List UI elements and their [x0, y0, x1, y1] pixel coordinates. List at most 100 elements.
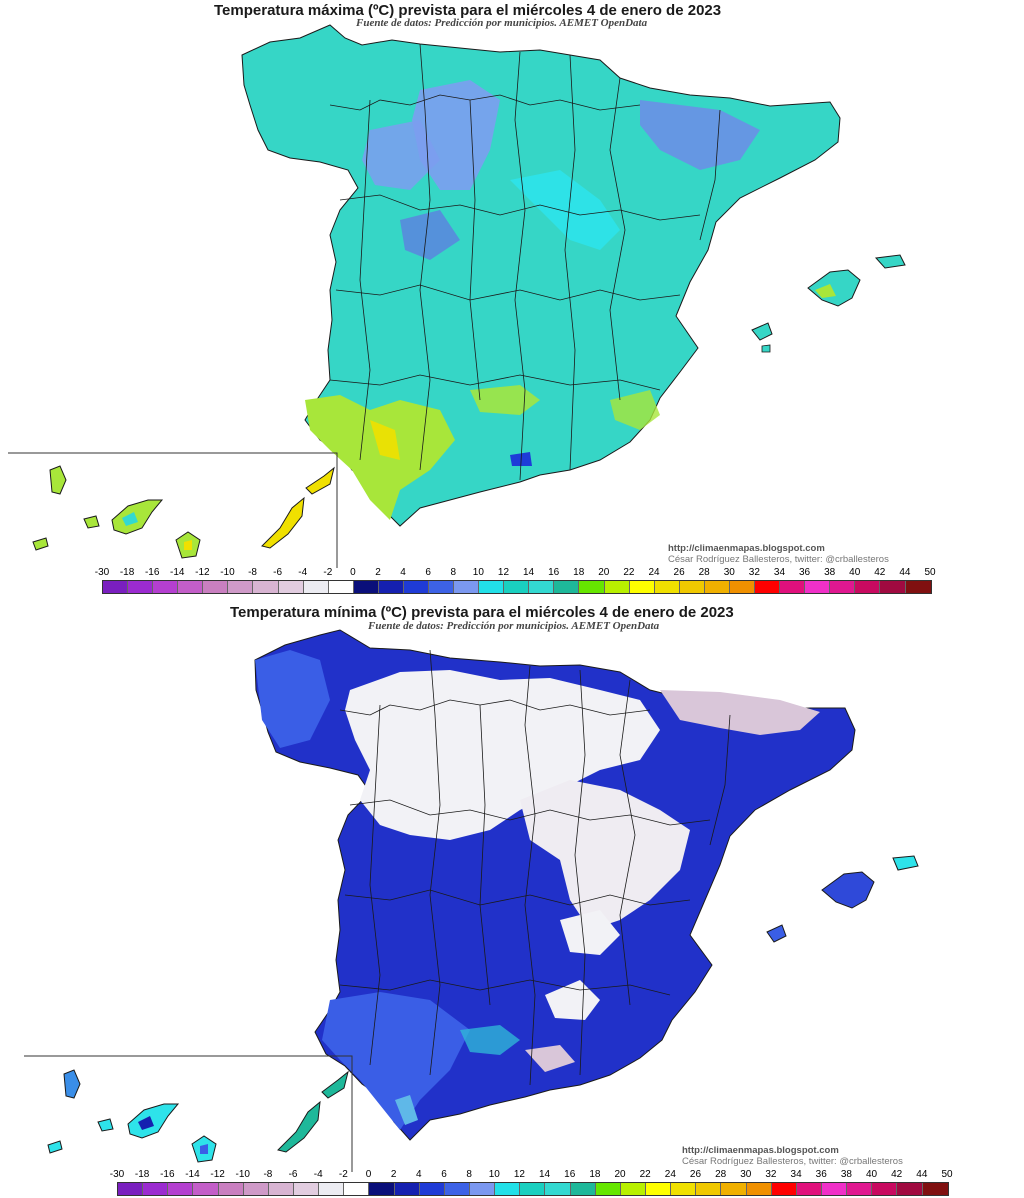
map-title: Temperatura máxima (ºC) prevista para el… — [214, 2, 722, 19]
legend-swatch — [545, 1183, 571, 1195]
legend-label: 6 — [441, 1169, 447, 1180]
legend-swatch — [595, 1183, 621, 1195]
legend-label: -12 — [195, 567, 210, 578]
legend-label: -8 — [263, 1169, 273, 1180]
legend-swatch — [495, 1183, 521, 1195]
legend-swatch — [344, 1183, 370, 1195]
legend-label: -2 — [338, 1169, 348, 1180]
legend-label: 38 — [840, 1169, 852, 1180]
legend-swatch — [429, 581, 455, 593]
mallorca-shape — [821, 871, 875, 909]
legend-swatch — [303, 581, 329, 593]
canary-inset-frame — [8, 452, 338, 568]
legend-swatch — [143, 1183, 169, 1195]
legend-label: -14 — [185, 1169, 200, 1180]
legend-label: 20 — [598, 567, 610, 578]
el-hierro-shape — [32, 537, 49, 551]
legend-label: -14 — [170, 567, 185, 578]
legend-label: 24 — [648, 567, 660, 578]
legend-label: 6 — [425, 567, 431, 578]
legend-swatch — [218, 1183, 244, 1195]
legend-swatch — [353, 581, 379, 593]
fuerteventura-shape — [277, 1100, 321, 1153]
legend-label: 40 — [865, 1169, 878, 1180]
map-source: Fuente de datos: Predicción por municipi… — [368, 620, 660, 632]
legend-label: 18 — [573, 567, 585, 578]
legend-label: 50 — [941, 1169, 953, 1180]
legend-swatch — [444, 1183, 470, 1195]
legend-label: 36 — [815, 1169, 827, 1180]
legend-label: -8 — [248, 567, 257, 578]
legend-label: -30 — [94, 567, 110, 578]
legend-label: 16 — [564, 1169, 576, 1180]
legend-label: -4 — [313, 1169, 323, 1180]
legend-swatch — [168, 1183, 194, 1195]
legend-swatch — [805, 581, 831, 593]
legend-swatch — [479, 581, 505, 593]
legend-label: -30 — [109, 1169, 125, 1180]
legend-swatch — [504, 581, 530, 593]
legend-label: -10 — [235, 1169, 250, 1180]
legend-swatch — [328, 581, 354, 593]
legend-swatch — [378, 581, 404, 593]
legend-swatch — [897, 1183, 923, 1195]
la-palma-shape — [63, 1069, 81, 1099]
legend-swatch — [178, 581, 204, 593]
canary-inset-frame — [24, 1055, 353, 1172]
legend-swatch — [193, 1183, 219, 1195]
legend-swatch — [821, 1183, 848, 1195]
legend-label: 12 — [513, 1169, 525, 1180]
legend-swatch — [604, 581, 630, 593]
legend-swatch — [755, 581, 781, 593]
legend-label: 30 — [723, 567, 735, 578]
legend-label: 26 — [689, 1169, 702, 1180]
min-temperature-panel: Temperatura mínima (ºC) prevista para el… — [0, 600, 1024, 1198]
legend-label: 38 — [824, 567, 836, 578]
la-gomera-shape — [83, 515, 100, 529]
menorca-shape — [874, 254, 906, 269]
credit-url: http://climaenmapas.blogspot.com — [682, 1145, 839, 1156]
legend-swatch — [729, 581, 756, 593]
legend-label: -18 — [119, 567, 135, 578]
legend-swatch — [554, 581, 580, 593]
legend-label: 22 — [623, 567, 635, 578]
credit-author: César Rodríguez Ballesteros, twitter: @c… — [682, 1156, 903, 1167]
map-source: Fuente de datos: Predicción por municipi… — [356, 17, 648, 29]
legend-label: 8 — [450, 567, 457, 578]
legend-label: 42 — [891, 1169, 903, 1180]
legend-label: -16 — [144, 567, 160, 578]
legend-swatch — [369, 1183, 395, 1195]
legend-label: 36 — [798, 567, 811, 578]
legend-swatch — [268, 1183, 294, 1195]
legend-label: 0 — [365, 1169, 372, 1180]
legend-label: 22 — [639, 1169, 651, 1180]
legend-swatch — [780, 581, 806, 593]
legend-label: 34 — [790, 1169, 802, 1180]
map-title: Temperatura mínima (ºC) prevista para el… — [230, 604, 734, 621]
legend-swatch — [579, 581, 605, 593]
legend-swatch — [228, 581, 254, 593]
legend-label: -6 — [288, 1169, 298, 1180]
fuerteventura-shape — [261, 496, 305, 549]
legend-swatch — [679, 581, 705, 593]
legend-label: 30 — [740, 1169, 752, 1180]
legend-label: 32 — [765, 1169, 777, 1180]
legend-swatch — [253, 581, 279, 593]
legend-swatch — [243, 1183, 269, 1195]
min-temperature-map — [24, 629, 919, 1172]
mallorca-shape — [807, 269, 861, 307]
legend-swatch — [469, 1183, 496, 1195]
legend-swatch — [278, 581, 304, 593]
legend-label: 12 — [497, 567, 510, 578]
legend-swatch — [830, 581, 856, 593]
credit-block: http://climaenmapas.blogspot.com César R… — [682, 1145, 903, 1167]
la-gomera-shape — [97, 1118, 114, 1132]
legend-label: 24 — [664, 1169, 676, 1180]
legend-label: -16 — [160, 1169, 175, 1180]
legend-label: 42 — [874, 567, 886, 578]
legend-label: 14 — [522, 567, 535, 578]
legend-swatch — [796, 1183, 822, 1195]
color-legend: -30 -18 -16 -14 -12 -10 -8 -6 -4 -2 0 2 4 6 8 10 12 14 16 1… — [95, 567, 936, 595]
legend-label: 10 — [488, 1169, 500, 1180]
legend-swatch — [293, 1183, 320, 1195]
